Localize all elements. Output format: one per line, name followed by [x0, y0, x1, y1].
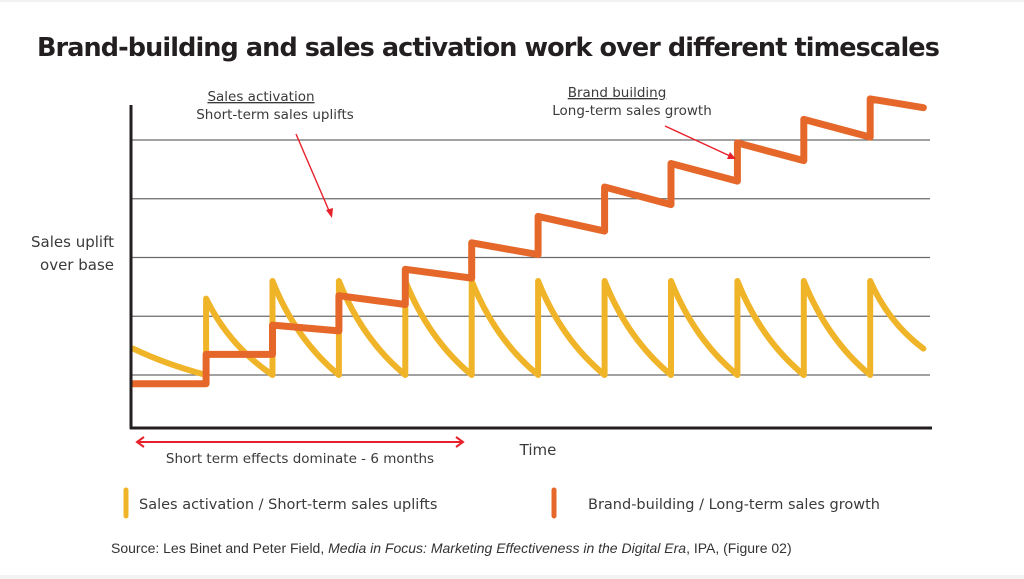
annotation-brand-building-arrow [664, 125, 736, 159]
gridlines [132, 139, 930, 376]
annotation-sales-activation-text: Short-term sales uplifts [196, 107, 354, 123]
annotation-sales-activation-arrow [295, 133, 333, 218]
legend-label-brand-building: Brand-building / Long-term sales growth [588, 497, 880, 513]
y-axis-label-line-2: over base [40, 256, 114, 274]
brand-building-line [129, 95, 927, 388]
legend-label-sales-activation: Sales activation / Short-term sales upli… [139, 497, 437, 513]
annotation-sales-activation-heading: Sales activation [207, 89, 314, 105]
series-sales-activation [130, 278, 927, 378]
legend: Sales activation / Short-term sales upli… [123, 487, 880, 519]
annotation-brand-building-heading: Brand building [568, 85, 667, 101]
bottom-border [0, 575, 1024, 579]
source-prefix: Source: Les Binet and Peter Field, [111, 540, 329, 556]
source-suffix: , IPA, (Figure 02) [686, 540, 792, 556]
x-axis-label: Time [519, 441, 557, 459]
source-title: Media in Focus: Marketing Effectiveness … [328, 540, 687, 556]
y-axis-label-line-1: Sales uplift [31, 233, 114, 251]
short-term-span-label: Short term effects dominate - 6 months [166, 451, 434, 467]
source-citation: Source: Les Binet and Peter Field, Media… [111, 540, 792, 556]
annotation-brand-building-text: Long-term sales growth [552, 103, 712, 119]
short-term-span-arrow [135, 436, 465, 448]
sales-activation-line [130, 278, 927, 378]
series-brand-building [129, 95, 927, 388]
top-border [0, 0, 1024, 2]
chart-title: Brand-building and sales activation work… [37, 33, 940, 63]
